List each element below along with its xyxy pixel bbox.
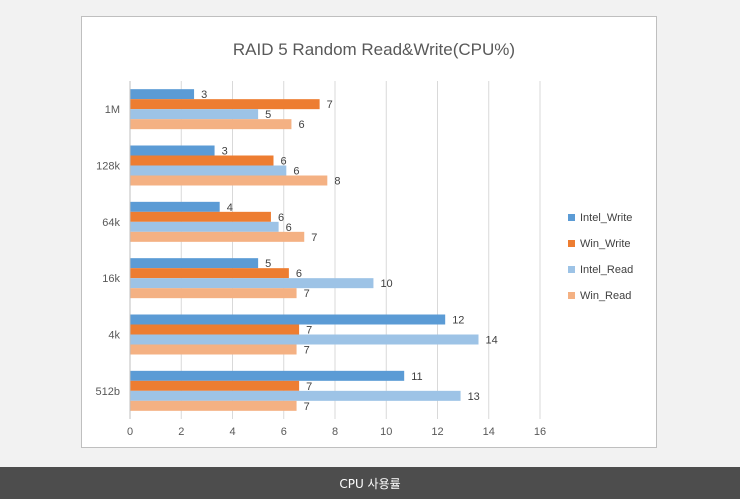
x-tick-label: 8 — [332, 426, 338, 438]
legend-label: Win_Read — [580, 290, 631, 302]
bar-win-read — [130, 400, 297, 411]
data-label: 7 — [327, 99, 333, 111]
data-label: 4 — [227, 202, 233, 214]
data-label: 6 — [286, 222, 292, 234]
bar-intel-write — [130, 145, 215, 156]
legend-label: Intel_Write — [580, 212, 632, 224]
y-category-label: 1M — [105, 104, 120, 116]
data-label: 13 — [468, 391, 480, 403]
y-category-label: 64k — [102, 217, 120, 229]
caption-text: CPU 사용률 — [339, 476, 401, 491]
data-label: 8 — [334, 176, 340, 188]
legend: Intel_Write Win_Write Intel_Read Win_Read — [568, 212, 633, 302]
bar-intel-read — [130, 334, 479, 345]
bar-intel-write — [130, 201, 220, 212]
x-tick-label: 16 — [534, 426, 546, 438]
data-label: 7 — [304, 345, 310, 357]
data-label: 12 — [452, 315, 464, 327]
data-label: 7 — [306, 325, 312, 337]
x-tick-label: 6 — [281, 426, 287, 438]
data-label: 6 — [278, 212, 284, 224]
x-tick-label: 0 — [127, 426, 133, 438]
bar-intel-write — [130, 258, 259, 269]
y-category-label: 16k — [102, 273, 120, 285]
bar-win-write — [130, 155, 274, 166]
x-tick-label: 2 — [178, 426, 184, 438]
y-category-label: 4k — [108, 330, 120, 342]
data-label: 6 — [298, 119, 304, 131]
gridlines — [129, 81, 541, 419]
legend-swatch — [568, 214, 575, 221]
caption-bar: CPU 사용률 — [0, 467, 740, 499]
data-label: 10 — [380, 278, 392, 290]
data-label: 5 — [265, 109, 271, 121]
bar-intel-read — [130, 165, 287, 176]
bar-win-write — [130, 268, 289, 279]
bar-chart: RAID 5 Random Read&Write(CPU%) 375636684… — [96, 40, 634, 438]
legend-swatch — [568, 292, 575, 299]
legend-label: Intel_Read — [580, 264, 633, 276]
x-tick-label: 12 — [431, 426, 443, 438]
bar-intel-read — [130, 221, 279, 232]
bar-intel-read — [130, 278, 374, 289]
bar-win-read — [130, 175, 328, 186]
bar-win-write — [130, 99, 320, 110]
data-label: 6 — [281, 156, 287, 168]
data-label: 5 — [265, 258, 271, 270]
x-tick-label: 4 — [229, 426, 235, 438]
legend-label: Win_Write — [580, 238, 631, 250]
y-category-label: 512b — [96, 386, 120, 398]
bar-intel-write — [130, 314, 446, 325]
data-label: 3 — [222, 146, 228, 158]
data-label: 7 — [311, 232, 317, 244]
data-label: 11 — [411, 371, 422, 383]
bar-win-write — [130, 380, 300, 391]
data-label: 6 — [296, 268, 302, 280]
bar-intel-write — [130, 89, 195, 100]
bar-win-write — [130, 211, 271, 222]
y-category-label: 128k — [96, 161, 120, 173]
data-label: 7 — [304, 288, 310, 300]
bar-win-read — [130, 344, 297, 355]
bar-intel-read — [130, 109, 259, 120]
chart-title: RAID 5 Random Read&Write(CPU%) — [233, 40, 515, 59]
bar-win-read — [130, 288, 297, 299]
x-tick-label: 10 — [380, 426, 392, 438]
bar-win-write — [130, 324, 300, 335]
data-label: 7 — [306, 381, 312, 393]
data-label: 3 — [201, 89, 207, 101]
data-label: 6 — [293, 166, 299, 178]
legend-swatch — [568, 266, 575, 273]
bar-win-read — [130, 231, 305, 242]
data-label: 14 — [486, 335, 498, 347]
x-tick-label: 14 — [483, 426, 495, 438]
bar-intel-read — [130, 390, 461, 401]
data-label: 7 — [304, 401, 310, 413]
bar-win-read — [130, 119, 292, 130]
bar-intel-write — [130, 370, 405, 381]
axes: 0 2 4 6 8 10 12 14 16 1M 128k 64k 16k 4k 512b — [96, 81, 546, 438]
legend-swatch — [568, 240, 575, 247]
